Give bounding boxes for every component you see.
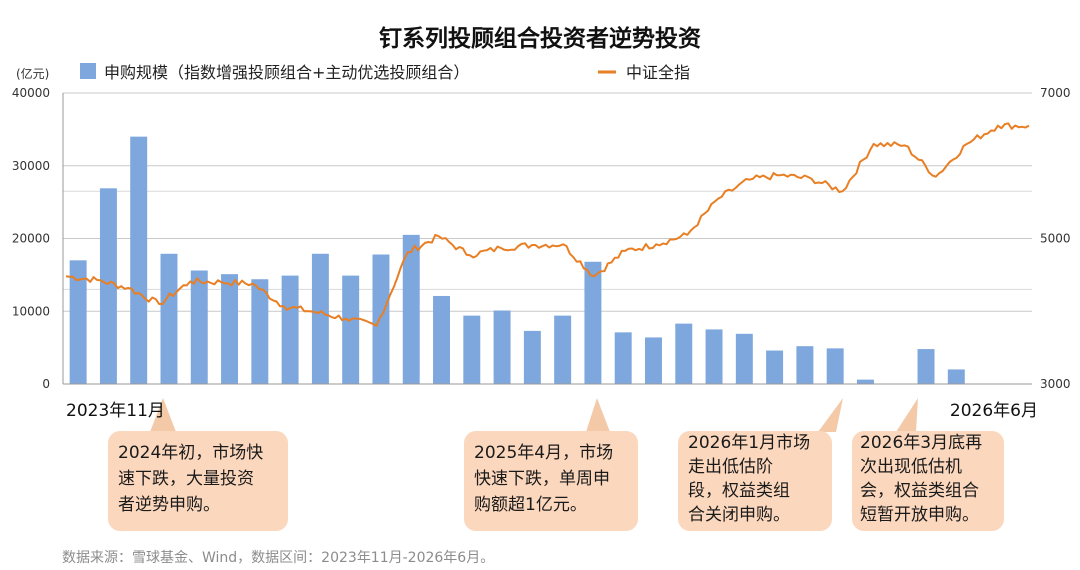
bar: [160, 253, 178, 384]
left-tick-label: 20000: [12, 232, 50, 246]
bar: [433, 295, 450, 384]
annotation-pointer: [150, 398, 176, 432]
bar: [856, 379, 874, 384]
bar: [402, 234, 420, 384]
legend-bar-swatch: [80, 63, 96, 79]
annotation-pointer: [818, 398, 843, 432]
bar: [584, 261, 602, 384]
source-note: 数据来源：雪球基金、Wind，数据区间：2023年11月-2026年6月。: [62, 549, 494, 566]
legend-line-label: 中证全指: [626, 63, 690, 82]
bar: [342, 275, 360, 384]
bar: [735, 333, 753, 384]
annotation-2024-early: 2024年初，市场快 速下跌，大量投资 者逆势申购。: [108, 431, 288, 531]
bar: [372, 254, 390, 384]
bar: [190, 270, 208, 384]
bar: [221, 274, 239, 384]
right-tick-label: 3000: [1040, 377, 1071, 391]
line-series: [65, 122, 1030, 327]
bar: [675, 323, 693, 384]
right-y-axis: 3000 5000 7000: [1040, 86, 1071, 391]
bar: [251, 279, 269, 384]
bar: [554, 315, 572, 384]
bar: [69, 260, 87, 384]
gridlines: [62, 92, 1032, 384]
bar: [826, 348, 844, 384]
right-tick-label: 7000: [1040, 86, 1071, 100]
left-axis-unit: (亿元): [16, 66, 49, 81]
annotation-pointer: [896, 398, 918, 432]
x-end-label: 2026年6月: [950, 401, 1038, 421]
bar: [523, 330, 541, 384]
bar: [947, 369, 965, 384]
annotation-pointer: [586, 398, 610, 432]
left-tick-label: 30000: [12, 159, 50, 173]
annotation-pointers: [150, 398, 918, 432]
annotation-2025-april: 2025年4月，市场 快速下跌，单周申 购额超1亿元。: [464, 431, 638, 531]
bar: [99, 188, 117, 384]
annotation-2026-march: 2026年3月底再 次出现低估机 会，权益类组合 短暂开放申购。: [852, 431, 1004, 531]
bar: [917, 349, 935, 384]
left-tick-label: 40000: [12, 86, 50, 100]
bar: [796, 346, 814, 384]
left-tick-label: 0: [42, 377, 50, 391]
bar: [645, 337, 662, 384]
line-path: [65, 122, 1030, 327]
legend-bar-label: 申购规模（指数增强投顾组合+主动优选投顾组合）: [104, 63, 469, 82]
right-tick-label: 5000: [1040, 232, 1071, 246]
bar: [614, 332, 632, 384]
x-start-label: 2023年11月: [66, 401, 165, 421]
bar: [463, 315, 481, 384]
bar: [766, 350, 784, 384]
bar: [493, 310, 511, 384]
bar-series: [69, 136, 965, 384]
chart-title: 钉系列投顾组合投资者逆势投资: [379, 25, 701, 52]
bar: [130, 136, 148, 384]
bar: [281, 275, 299, 384]
bar: [705, 329, 723, 384]
left-tick-label: 10000: [12, 304, 50, 318]
annotation-2026-january: 2026年1月市场 走出低估阶 段，权益类组 合关闭申购。: [678, 431, 832, 531]
bar: [311, 253, 329, 384]
left-y-axis: 0 10000 20000 30000 40000: [12, 86, 50, 391]
